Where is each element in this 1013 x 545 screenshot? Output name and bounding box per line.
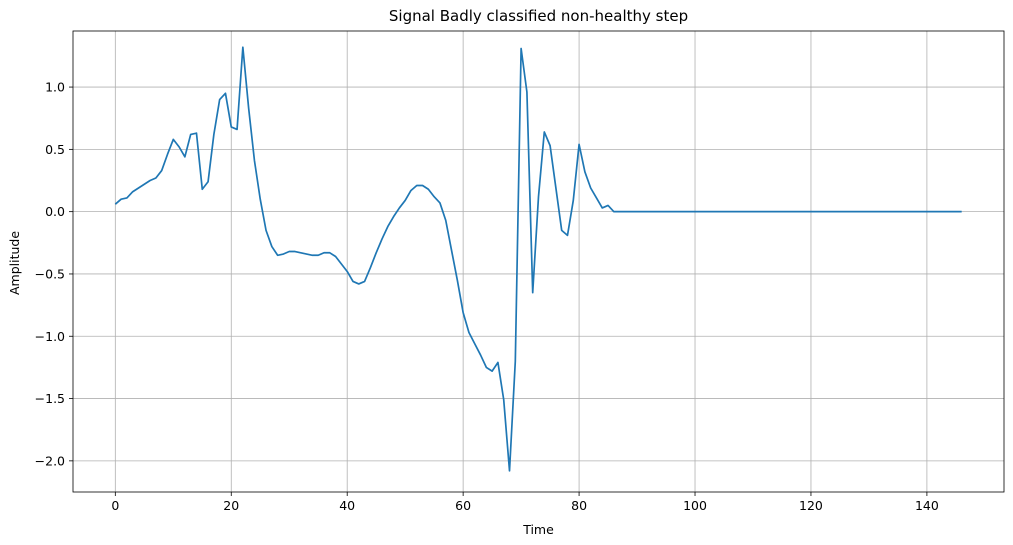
y-tick-label: −0.5 bbox=[35, 266, 65, 281]
plot-frame bbox=[72, 30, 1005, 493]
y-tick-label: 0.0 bbox=[45, 204, 65, 219]
series-layer bbox=[114, 46, 962, 472]
y-tick-label: −1.0 bbox=[35, 329, 65, 344]
x-tick-label: 0 bbox=[111, 498, 119, 513]
x-tick-label: 100 bbox=[683, 498, 707, 513]
ticks: 0 20 40 60 80 100 120 140 −2.0 −1.5 −1.0 −0.5 0.0 0.5… bbox=[35, 80, 939, 513]
x-tick-label: 40 bbox=[339, 498, 355, 513]
chart-title: Signal Badly classified non-healthy step bbox=[389, 7, 688, 25]
x-tick-label: 60 bbox=[455, 498, 471, 513]
x-tick-label: 120 bbox=[799, 498, 823, 513]
y-tick-label: 1.0 bbox=[45, 80, 65, 95]
y-tick-label: 0.5 bbox=[45, 142, 65, 157]
y-tick-label: −1.5 bbox=[35, 391, 65, 406]
x-tick-label: 20 bbox=[223, 498, 239, 513]
x-tick-label: 80 bbox=[571, 498, 587, 513]
y-tick-label: −2.0 bbox=[35, 453, 65, 468]
y-axis-label: Amplitude bbox=[7, 231, 22, 295]
x-axis-label: Time bbox=[522, 522, 554, 537]
signal-line bbox=[114, 46, 962, 472]
x-tick-label: 140 bbox=[915, 498, 939, 513]
